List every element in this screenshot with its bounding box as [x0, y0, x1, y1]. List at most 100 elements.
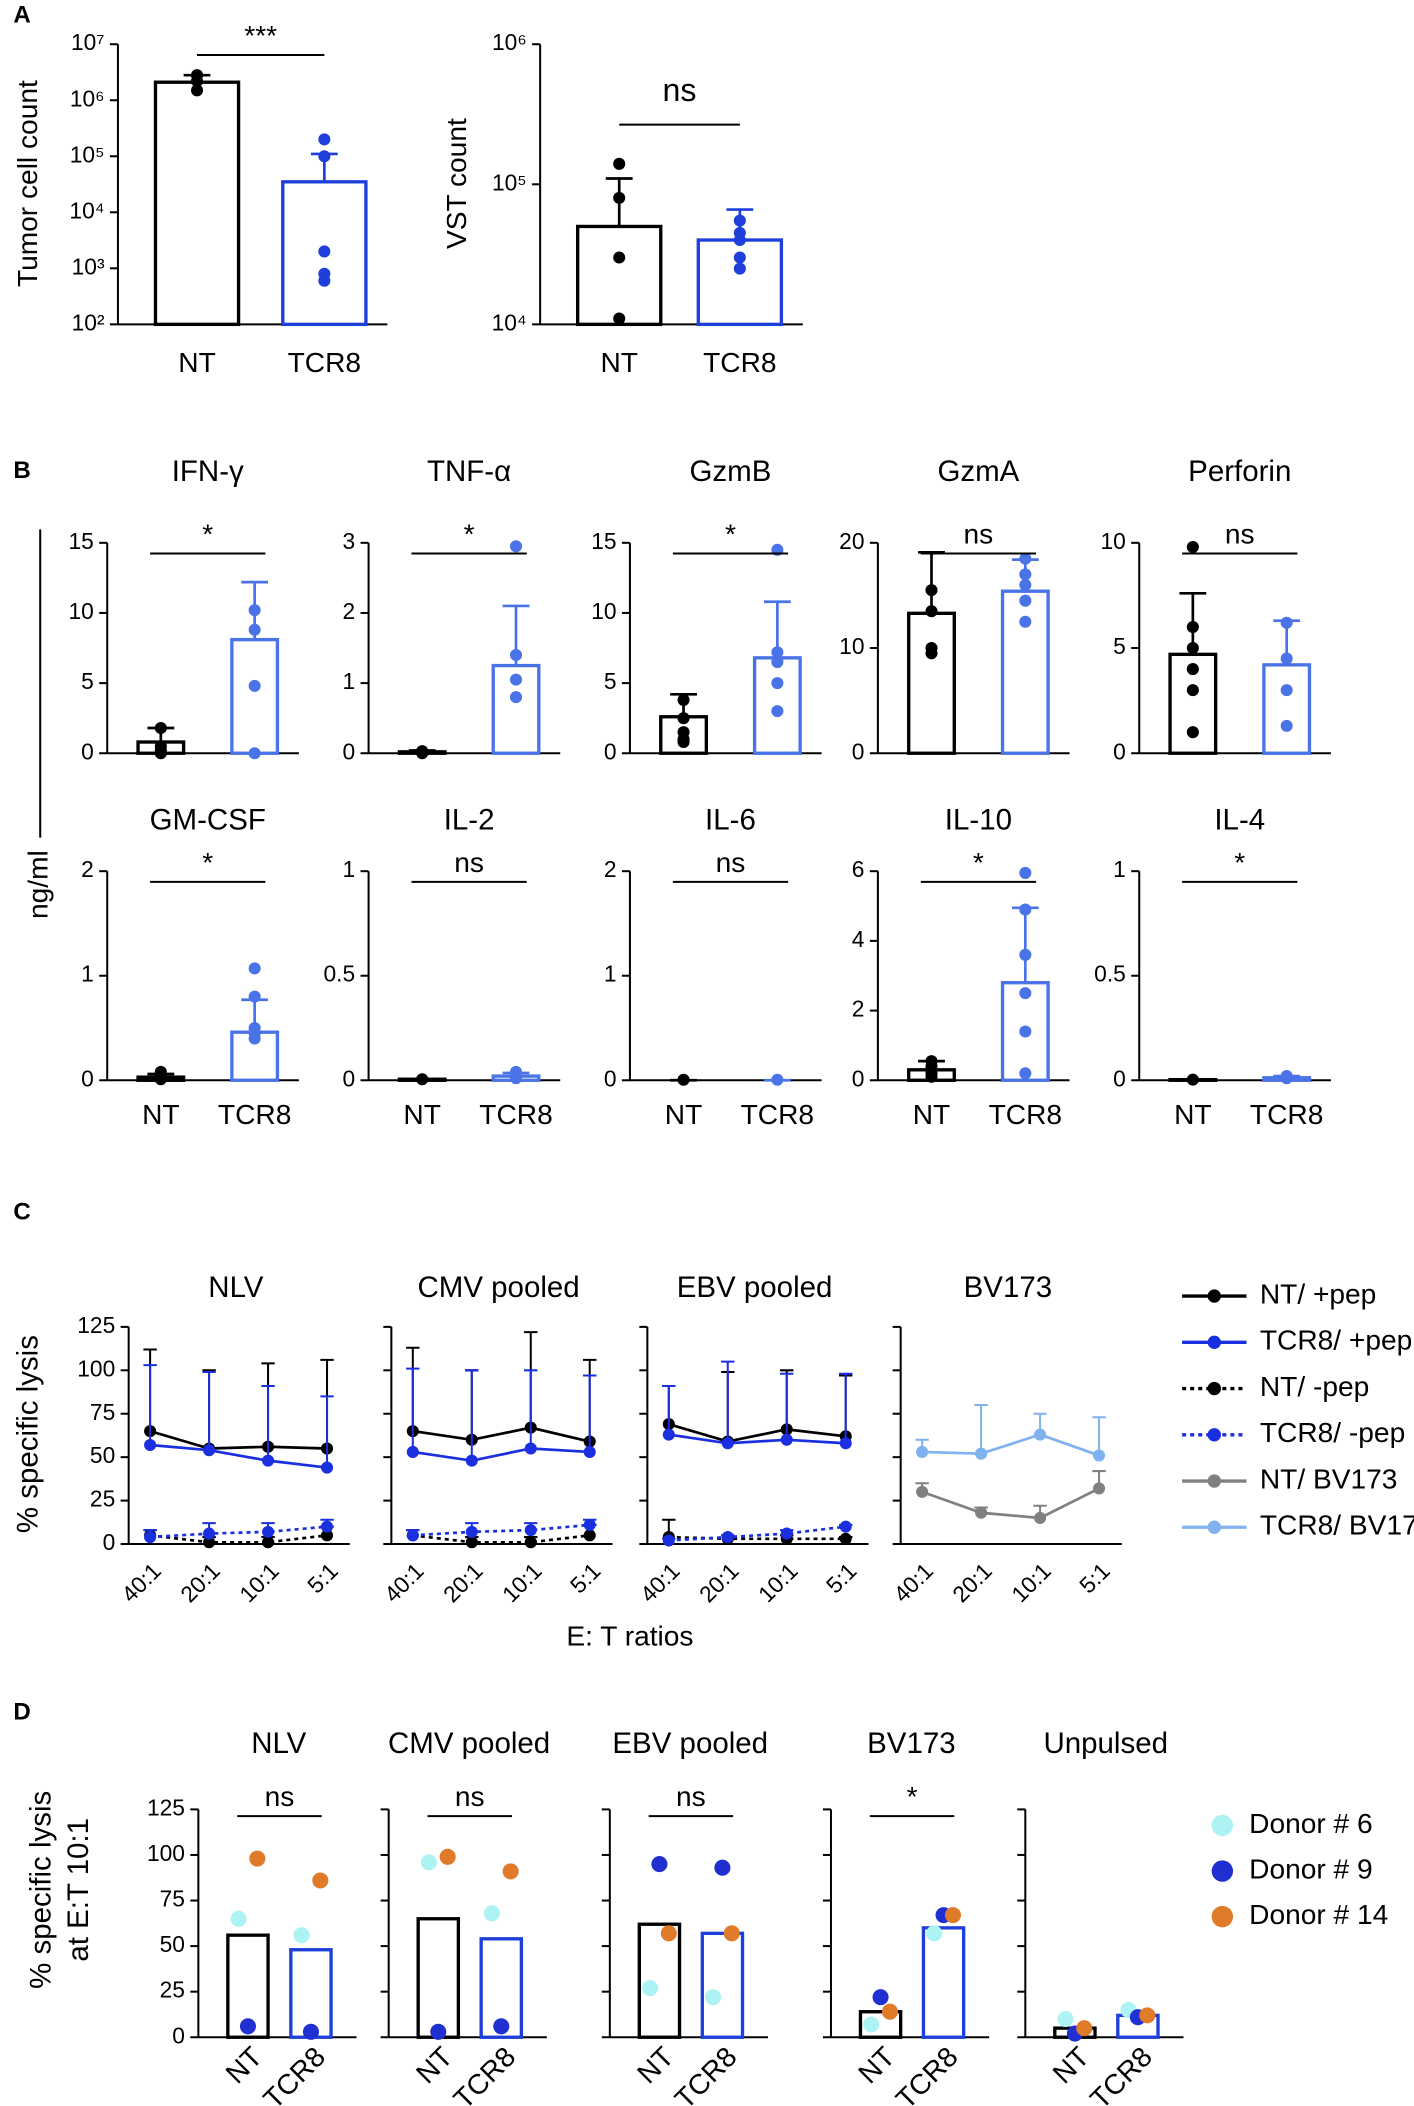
chart-title: IL-2: [444, 803, 495, 836]
y-tick-label: 10³: [72, 253, 105, 279]
legend-marker: [1207, 1520, 1221, 1534]
x-tick-label: 5:1: [821, 1558, 862, 1599]
x-tick-label: 20:1: [438, 1558, 488, 1608]
x-tick-label: TCR8: [1084, 2041, 1158, 2106]
y-tick-label: 0: [81, 1065, 94, 1091]
y-tick-label: 100: [147, 1840, 185, 1866]
bar: [416, 1917, 461, 2039]
x-tick-label: NT: [403, 1099, 440, 1130]
data-point: [771, 1073, 784, 1086]
x-tick-label: 40:1: [116, 1558, 166, 1608]
x-tick-label: 20:1: [947, 1558, 997, 1608]
data-point: [771, 656, 784, 669]
data-point: [916, 1485, 929, 1498]
data-point: [144, 1438, 157, 1452]
y-tick-label: 3: [343, 528, 356, 554]
data-point: [975, 1506, 988, 1519]
error-bar: [202, 1371, 216, 1451]
chart-title: GzmB: [690, 455, 772, 488]
data-point: [1019, 1067, 1032, 1080]
significance-label: *: [907, 1781, 918, 1812]
y-tick-label: 10⁴: [492, 309, 527, 335]
y-tick-label: 10: [68, 598, 93, 624]
legend-marker: [1211, 1814, 1234, 1837]
chart-title: GzmA: [937, 455, 1019, 488]
data-point: [190, 84, 204, 97]
chart-title: IL-6: [705, 803, 756, 836]
panel-label: C: [13, 1198, 30, 1225]
legend-marker: [1207, 1474, 1221, 1488]
error-bar: [780, 1372, 794, 1440]
data-point: [1019, 866, 1032, 879]
bar: [637, 1922, 682, 2039]
y-tick-label: 4: [852, 926, 865, 952]
x-tick-label: 40:1: [635, 1558, 685, 1608]
data-point: [881, 2003, 898, 2020]
data-point: [465, 1454, 478, 1467]
data-point: [839, 1437, 852, 1450]
data-point: [613, 191, 626, 204]
data-point: [1280, 652, 1293, 665]
y-tick-label: 0: [172, 2022, 185, 2048]
data-point: [1019, 615, 1032, 628]
data-point: [1186, 620, 1199, 634]
y-tick-label: 0: [343, 1065, 356, 1091]
chart-title: CMV pooled: [388, 1727, 550, 1760]
data-point: [239, 2018, 256, 2035]
bar: [226, 1933, 270, 2039]
y-tick-label: 1: [343, 668, 356, 694]
legend-label: NT/ +pep: [1260, 1278, 1376, 1309]
y-tick-label: 0: [103, 1529, 116, 1555]
series-line: [149, 1533, 328, 1544]
series-line: [412, 1533, 590, 1544]
data-point: [863, 2016, 880, 2033]
data-point: [1186, 641, 1199, 655]
y-tick-label: 125: [147, 1794, 185, 1820]
data-point: [1034, 1511, 1047, 1524]
data-point: [509, 673, 523, 686]
error-bar: [662, 1384, 676, 1435]
y-axis-label: at E:T 10:1: [62, 1818, 95, 1962]
y-tick-label: 0: [604, 1065, 617, 1091]
y-axis-label: % specific lysis: [11, 1335, 44, 1533]
x-tick-label: NT: [913, 1099, 950, 1130]
bar: [153, 80, 241, 327]
y-tick-label: 0: [852, 1065, 865, 1091]
y-tick-label: 10⁵: [492, 169, 527, 195]
significance-label: ns: [454, 847, 484, 878]
y-axis-label: VST count: [441, 118, 472, 249]
chart-title: EBV pooled: [612, 1727, 768, 1760]
significance-label: ns: [663, 72, 697, 108]
y-tick-label: 10²: [72, 309, 105, 335]
y-tick-label: 0: [604, 738, 617, 764]
data-point: [1280, 719, 1293, 732]
x-tick-label: TCR8: [669, 2041, 743, 2106]
x-tick-label: NT: [178, 347, 215, 378]
legend-label: TCR8/ BV173: [1260, 1510, 1414, 1541]
y-tick-label: 5: [1113, 633, 1126, 659]
data-point: [583, 1445, 596, 1458]
significance-label: *: [1234, 847, 1245, 878]
legend-label: TCR8/ -pep: [1260, 1417, 1405, 1448]
chart-title: GM-CSF: [150, 803, 266, 836]
data-point: [839, 1520, 852, 1533]
series-line: [922, 1433, 1100, 1457]
data-point: [662, 1534, 675, 1547]
data-point: [1280, 684, 1293, 697]
data-point: [248, 990, 261, 1003]
error-bar: [465, 1369, 479, 1461]
data-point: [248, 623, 261, 636]
chart-title: IL-4: [1214, 803, 1265, 836]
error-bar: [1011, 906, 1039, 983]
data-point: [771, 646, 784, 659]
panel-label: A: [13, 1, 30, 28]
data-point: [721, 1531, 734, 1544]
data-point: [502, 1863, 519, 1880]
bar: [700, 1931, 745, 2039]
chart-title: NLV: [251, 1727, 306, 1760]
data-point: [318, 274, 331, 287]
x-tick-label: TCR8: [479, 1099, 552, 1130]
legend-marker: [1207, 1289, 1221, 1303]
data-point: [320, 1520, 334, 1533]
